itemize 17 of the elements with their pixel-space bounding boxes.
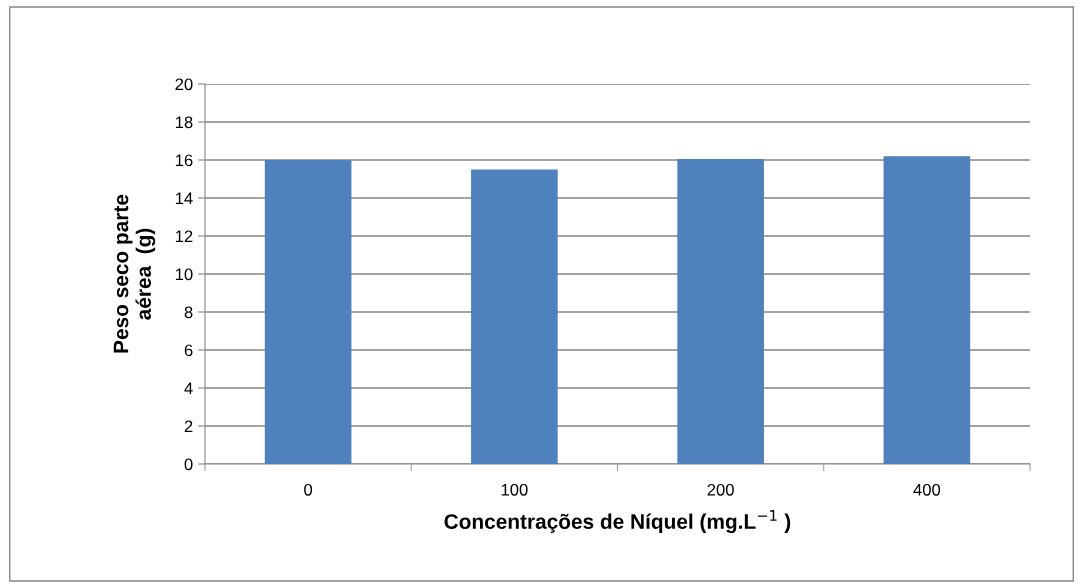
- y-tick-label: 14: [175, 192, 193, 205]
- y-tick-label: 10: [175, 268, 193, 281]
- x-tick-label: 400: [913, 483, 941, 496]
- y-tick-label: 2: [184, 420, 193, 433]
- y-tick-label: 12: [175, 230, 193, 243]
- y-tick-label: 0: [184, 458, 193, 471]
- y-tick-label: 18: [175, 116, 193, 129]
- x-tick-label: 200: [707, 483, 734, 496]
- y-axis-title: Peso seco parte aérea (g): [113, 194, 156, 353]
- x-tick-label: 100: [501, 483, 528, 496]
- x-axis-title: Concentrações de Níquel (mg.L$^{−1}$ ): [444, 510, 791, 534]
- y-tick-label: 16: [175, 154, 193, 167]
- y-tick-label: 6: [184, 344, 193, 357]
- y-tick-label: 4: [184, 382, 193, 395]
- y-tick-label: 20: [175, 78, 193, 91]
- y-tick-label: 8: [184, 306, 193, 319]
- x-tick-label: 0: [304, 483, 313, 496]
